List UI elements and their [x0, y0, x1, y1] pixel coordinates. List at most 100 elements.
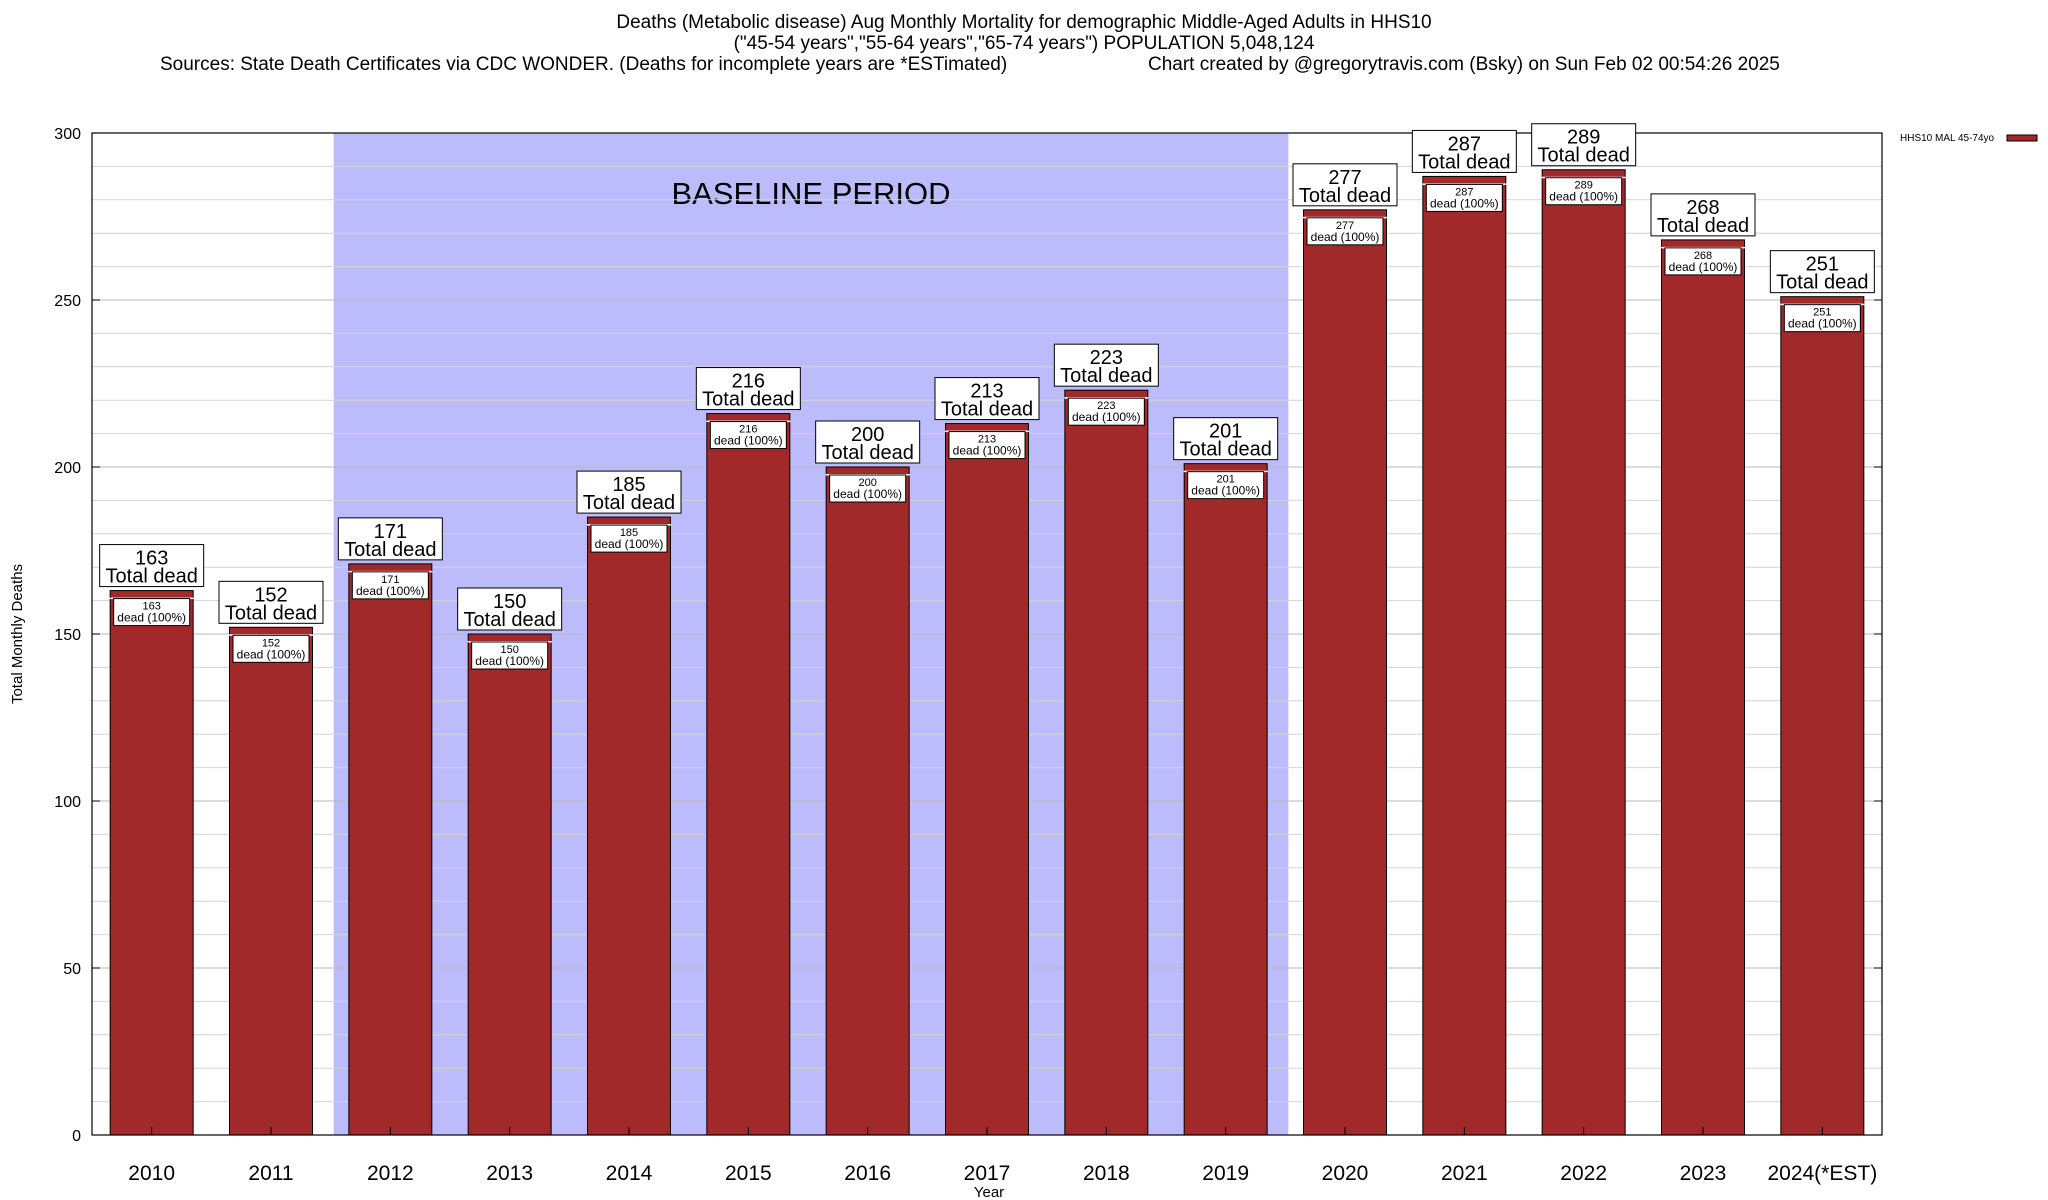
bar [109, 590, 194, 1136]
y-axis-label: Total Monthly Deaths [9, 564, 26, 704]
bar [467, 633, 552, 1136]
total-label-text: Total dead [106, 566, 198, 588]
inner-label-text: dead (100%) [475, 654, 544, 668]
x-tick-label: 2019 [1202, 1162, 1249, 1185]
total-label-text: Total dead [225, 602, 317, 624]
inner-label-text: dead (100%) [1311, 230, 1380, 244]
chart-source-note: Sources: State Death Certificates via CD… [160, 54, 1008, 75]
bar [825, 466, 910, 1136]
total-label-box [457, 587, 563, 631]
x-tick-label: 2015 [725, 1162, 772, 1185]
total-label-value: 216 [732, 371, 765, 393]
legend: HHS10 MAL 45-74yo [1900, 133, 2038, 144]
total-label-box [815, 420, 921, 464]
inner-label-text: dead (100%) [1788, 317, 1857, 331]
inner-label-value: 200 [858, 477, 876, 489]
total-label-text: Total dead [822, 442, 914, 464]
bars [109, 169, 1865, 1136]
y-tick-label: 100 [54, 794, 81, 811]
bar [348, 563, 433, 1136]
total-label-value: 213 [970, 381, 1003, 403]
x-tick-label: 2016 [844, 1162, 891, 1185]
inner-label-value: 171 [381, 574, 399, 586]
inner-label-text: dead (100%) [1549, 190, 1618, 204]
inner-label-box [113, 598, 191, 627]
inner-label-box [829, 474, 907, 503]
total-label-value: 185 [612, 474, 645, 496]
x-axis-label: Year [974, 1184, 1004, 1200]
x-tick-label: 2024(*EST) [1767, 1162, 1877, 1185]
bar [1422, 175, 1507, 1136]
total-label-value: 152 [254, 584, 287, 606]
baseline-region-label: BASELINE PERIOD [671, 176, 950, 211]
inner-label-text: dead (100%) [356, 584, 425, 598]
total-label-value: 150 [493, 591, 526, 613]
total-label-text: Total dead [464, 609, 556, 631]
bar [1780, 296, 1865, 1136]
inner-label-text: dead (100%) [714, 434, 783, 448]
total-label-value: 289 [1567, 127, 1600, 149]
total-label-box [576, 470, 682, 514]
inner-label-box [1545, 177, 1623, 206]
bar [1661, 239, 1745, 1136]
bar [706, 413, 791, 1136]
y-axis: 0 50 100 150 200 250 300 Total Monthly Deaths [9, 126, 1882, 1145]
inner-label-box [351, 571, 429, 600]
total-label-box [1053, 343, 1159, 387]
inner-label-text: dead (100%) [1191, 484, 1260, 498]
total-label-text: Total dead [702, 389, 794, 411]
total-label-box [1650, 193, 1756, 237]
inner-label-box [1783, 304, 1861, 333]
total-label-value: 201 [1209, 421, 1242, 443]
bar [945, 423, 1029, 1136]
inner-label-box [1425, 183, 1503, 212]
total-label-value: 251 [1806, 254, 1839, 276]
chart-title: Deaths (Metabolic disease) Aug Monthly M… [616, 12, 1432, 33]
bar [1541, 169, 1626, 1136]
total-label-text: Total dead [1418, 151, 1510, 173]
bar [1183, 463, 1268, 1136]
total-label-box [337, 517, 443, 561]
inner-label-value: 287 [1455, 186, 1473, 198]
total-label-text: Total dead [1060, 365, 1152, 387]
x-tick-label: 2010 [128, 1162, 175, 1185]
total-label-text: Total dead [941, 399, 1033, 421]
x-tick-label: 2021 [1441, 1162, 1488, 1185]
total-label-box [695, 367, 801, 411]
bar [229, 626, 313, 1136]
inner-label-box [471, 641, 549, 670]
inner-label-value: 277 [1336, 220, 1354, 232]
x-tick-label: 2014 [606, 1162, 653, 1185]
inner-label-box [1306, 217, 1384, 246]
total-label-box [1173, 417, 1279, 461]
total-label-value: 268 [1686, 197, 1719, 219]
total-label-box [99, 544, 205, 588]
total-label-value: 223 [1090, 347, 1123, 369]
chart-subtitle: ("45-54 years","55-64 years","65-74 year… [733, 33, 1315, 54]
x-tick-label: 2023 [1680, 1162, 1727, 1185]
total-label-value: 287 [1448, 133, 1481, 155]
inner-label-box [948, 431, 1026, 460]
legend-label: HHS10 MAL 45-74yo [1900, 133, 1995, 144]
inner-label-box [709, 421, 787, 450]
x-tick-label: 2012 [367, 1162, 414, 1185]
total-label-box [1292, 163, 1398, 207]
inner-label-text: dead (100%) [595, 537, 664, 551]
inner-label-value: 150 [500, 644, 518, 656]
total-label-text: Total dead [1538, 145, 1630, 167]
inner-label-value: 163 [142, 601, 160, 613]
total-label-value: 200 [851, 424, 884, 446]
x-tick-label: 2020 [1322, 1162, 1369, 1185]
inner-label-box [232, 634, 310, 663]
y-tick-label: 300 [54, 126, 81, 143]
y-tick-label: 150 [54, 627, 81, 644]
inner-label-value: 216 [739, 424, 757, 436]
inner-label-text: dead (100%) [1430, 196, 1499, 210]
inner-label-text: dead (100%) [237, 647, 306, 661]
inner-label-value: 152 [262, 637, 280, 649]
legend-swatch [2006, 134, 2038, 142]
y-tick-label: 200 [54, 460, 81, 477]
inner-label-value: 213 [978, 434, 996, 446]
